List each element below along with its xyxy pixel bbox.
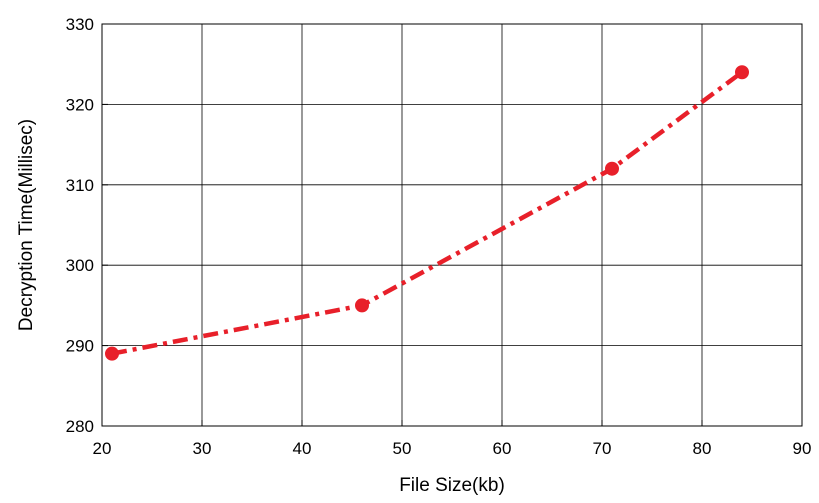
x-tick-label: 60 [493,439,512,458]
x-tick-label: 40 [293,439,312,458]
y-axis-label: Decryption Time(Millisec) [16,119,37,331]
x-tick-label: 20 [93,439,112,458]
y-tick-label: 300 [66,256,94,275]
y-tick-label: 290 [66,337,94,356]
x-tick-label: 30 [193,439,212,458]
x-axis-ticks: 20 30 40 50 60 70 80 90 [93,420,812,458]
y-tick-label: 310 [66,176,94,195]
data-point-marker [735,65,749,80]
y-axis-ticks: 280 290 300 310 320 330 [66,15,108,436]
grid [102,24,802,426]
y-tick-label: 320 [66,95,94,114]
series-group [105,65,749,361]
data-point-marker [105,346,119,361]
x-axis-label: File Size(kb) [399,475,505,496]
plot-frame [101,23,803,427]
y-tick-label: 280 [66,417,94,436]
x-tick-label: 70 [593,439,612,458]
x-tick-label: 50 [393,439,412,458]
x-tick-label: 80 [693,439,712,458]
data-point-marker [355,298,369,313]
x-tick-label: 90 [793,439,812,458]
y-tick-label: 330 [66,15,94,34]
data-point-marker [605,161,619,176]
series-line [111,70,744,356]
